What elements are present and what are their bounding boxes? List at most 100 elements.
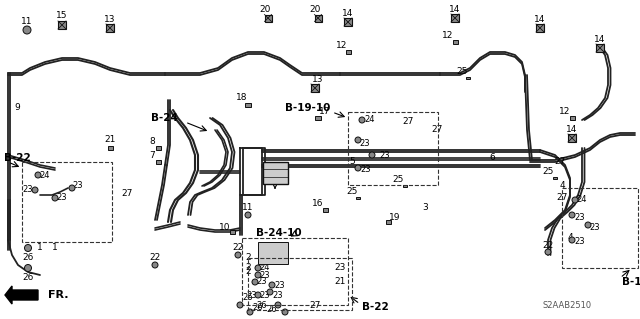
- Bar: [570, 116, 575, 120]
- Text: 23: 23: [575, 213, 586, 222]
- Circle shape: [255, 292, 261, 298]
- Bar: [403, 185, 407, 188]
- Text: 14: 14: [566, 124, 578, 133]
- Bar: [314, 14, 321, 21]
- Text: 23: 23: [22, 186, 33, 195]
- Text: 22: 22: [542, 241, 554, 249]
- Polygon shape: [5, 286, 38, 304]
- Bar: [245, 103, 251, 107]
- Bar: [156, 160, 161, 164]
- Circle shape: [585, 222, 591, 228]
- Text: 3: 3: [422, 204, 428, 212]
- Text: 17: 17: [319, 108, 331, 116]
- Circle shape: [152, 262, 158, 268]
- Text: 2: 2: [245, 263, 251, 272]
- Bar: [315, 116, 321, 120]
- Text: 26: 26: [257, 300, 268, 309]
- Bar: [242, 238, 348, 305]
- Circle shape: [572, 197, 578, 203]
- Bar: [258, 242, 288, 264]
- Text: 4: 4: [567, 234, 573, 242]
- Text: 5: 5: [349, 158, 355, 167]
- Text: B-24-10: B-24-10: [257, 228, 302, 238]
- Text: 9: 9: [14, 103, 20, 113]
- Circle shape: [245, 212, 251, 218]
- Text: 2: 2: [245, 268, 251, 277]
- Circle shape: [69, 185, 75, 191]
- Circle shape: [569, 237, 575, 243]
- Text: 12: 12: [336, 41, 348, 49]
- Circle shape: [32, 187, 38, 193]
- Text: 23: 23: [260, 291, 270, 300]
- Text: 21: 21: [104, 136, 116, 145]
- Circle shape: [355, 165, 361, 171]
- Bar: [562, 188, 638, 268]
- Text: 8: 8: [149, 137, 155, 146]
- Text: 14: 14: [342, 9, 354, 18]
- Text: 22: 22: [232, 243, 244, 253]
- Circle shape: [259, 259, 265, 265]
- Text: 27: 27: [122, 189, 132, 197]
- Text: 27: 27: [554, 158, 566, 167]
- Text: 24: 24: [265, 257, 275, 266]
- Text: 14: 14: [449, 4, 461, 13]
- Bar: [344, 18, 352, 26]
- Bar: [22, 162, 112, 242]
- Text: 7: 7: [149, 152, 155, 160]
- Circle shape: [255, 272, 261, 278]
- Text: 25: 25: [456, 68, 468, 77]
- Bar: [106, 24, 114, 32]
- Text: 23: 23: [589, 224, 600, 233]
- Bar: [156, 146, 161, 150]
- Text: 23: 23: [334, 263, 346, 272]
- Text: 26: 26: [267, 306, 277, 315]
- Text: 19: 19: [389, 213, 401, 222]
- Text: 23: 23: [575, 238, 586, 247]
- Circle shape: [35, 172, 41, 178]
- Text: 22: 22: [149, 254, 161, 263]
- Text: FR.: FR.: [48, 290, 68, 300]
- Text: 16: 16: [312, 199, 324, 209]
- Bar: [263, 162, 288, 184]
- Circle shape: [267, 289, 273, 295]
- Text: 13: 13: [312, 76, 324, 85]
- Text: 27: 27: [431, 125, 443, 135]
- Text: 20: 20: [309, 5, 321, 14]
- Text: 15: 15: [56, 11, 68, 20]
- Circle shape: [275, 302, 281, 308]
- Text: 23: 23: [257, 278, 268, 286]
- Bar: [348, 112, 438, 185]
- Bar: [346, 50, 351, 54]
- Circle shape: [355, 137, 361, 143]
- Text: 24: 24: [577, 196, 588, 204]
- Bar: [108, 146, 113, 150]
- Text: 23: 23: [260, 271, 270, 279]
- Circle shape: [247, 309, 253, 315]
- Text: 26: 26: [253, 302, 263, 311]
- Bar: [452, 40, 458, 44]
- Text: 24: 24: [40, 170, 51, 180]
- Bar: [385, 220, 390, 224]
- Text: 23: 23: [361, 166, 371, 174]
- Text: 23: 23: [73, 181, 83, 189]
- Text: 27: 27: [309, 300, 321, 309]
- Circle shape: [237, 302, 243, 308]
- Bar: [568, 134, 576, 142]
- Circle shape: [24, 244, 31, 251]
- Bar: [311, 84, 319, 92]
- Text: 12: 12: [442, 31, 454, 40]
- Text: 25: 25: [392, 175, 404, 184]
- Bar: [553, 177, 557, 180]
- Text: 23: 23: [275, 280, 285, 290]
- Circle shape: [282, 309, 288, 315]
- Text: B-19-10: B-19-10: [622, 277, 640, 287]
- Bar: [596, 44, 604, 52]
- Bar: [323, 208, 328, 212]
- Circle shape: [359, 117, 365, 123]
- Text: 11: 11: [243, 203, 253, 211]
- Text: S2AAB2510: S2AAB2510: [543, 300, 591, 309]
- Text: B-19-10: B-19-10: [285, 103, 330, 113]
- Text: 27: 27: [556, 194, 568, 203]
- Text: 26: 26: [22, 253, 34, 262]
- Text: 26: 26: [22, 272, 34, 281]
